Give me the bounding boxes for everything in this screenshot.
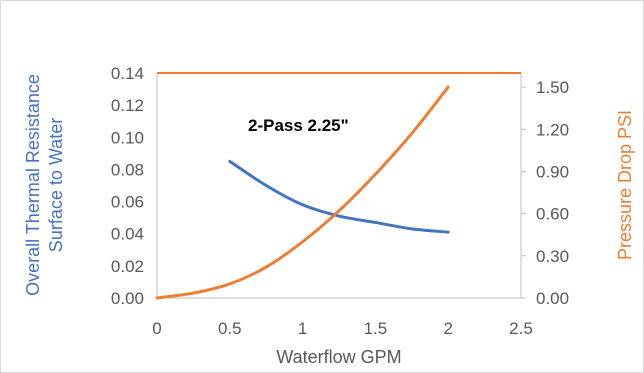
- left-y-axis-title-line1: Overall Thermal Resistance: [23, 74, 43, 296]
- left-y-tick-label: 0.04: [111, 225, 144, 244]
- series-layer: [155, 85, 450, 300]
- x-tick-label: 1: [298, 319, 307, 338]
- left-y-tick-label: 0.06: [111, 193, 144, 212]
- x-tick-label: 2.5: [509, 319, 533, 338]
- x-tick-label: 0: [152, 319, 161, 338]
- right-y-tick-label: 0.90: [536, 162, 569, 181]
- x-axis-title: Waterflow GPM: [276, 347, 401, 367]
- pressure-drop-line: [155, 85, 450, 300]
- left-y-tick-label: 0.08: [111, 160, 144, 179]
- x-tick-label: 0.5: [218, 319, 242, 338]
- right-y-tick-label: 0.00: [536, 289, 569, 308]
- x-axis-ticks: 0 0.5 1 1.5 2 2.5: [152, 319, 533, 338]
- x-tick-label: 1.5: [364, 319, 388, 338]
- x-tick-label: 2: [443, 319, 452, 338]
- left-y-axis-title-line2: Surface to Water: [46, 118, 66, 252]
- right-y-tick-label: 0.60: [536, 205, 569, 224]
- right-y-axis-ticks: 0.00 0.30 0.60 0.90 1.20 1.50: [521, 78, 569, 308]
- left-y-tick-label: 0.10: [111, 128, 144, 147]
- thermal-resistance-line: [228, 159, 450, 234]
- plot-area: [156, 72, 522, 299]
- right-y-axis-title: Pressure Drop PSI: [615, 110, 635, 260]
- left-y-axis-ticks: 0.00 0.02 0.04 0.06 0.08 0.10 0.12 0.14: [111, 64, 144, 308]
- left-y-tick-label: 0.12: [111, 96, 144, 115]
- right-y-tick-label: 1.20: [536, 120, 569, 139]
- left-y-tick-label: 0.00: [111, 289, 144, 308]
- left-y-tick-label: 0.02: [111, 257, 144, 276]
- right-y-tick-label: 1.50: [536, 78, 569, 97]
- right-y-tick-label: 0.30: [536, 247, 569, 266]
- left-y-tick-label: 0.14: [111, 64, 144, 83]
- chart-annotation: 2-Pass 2.25": [248, 116, 349, 135]
